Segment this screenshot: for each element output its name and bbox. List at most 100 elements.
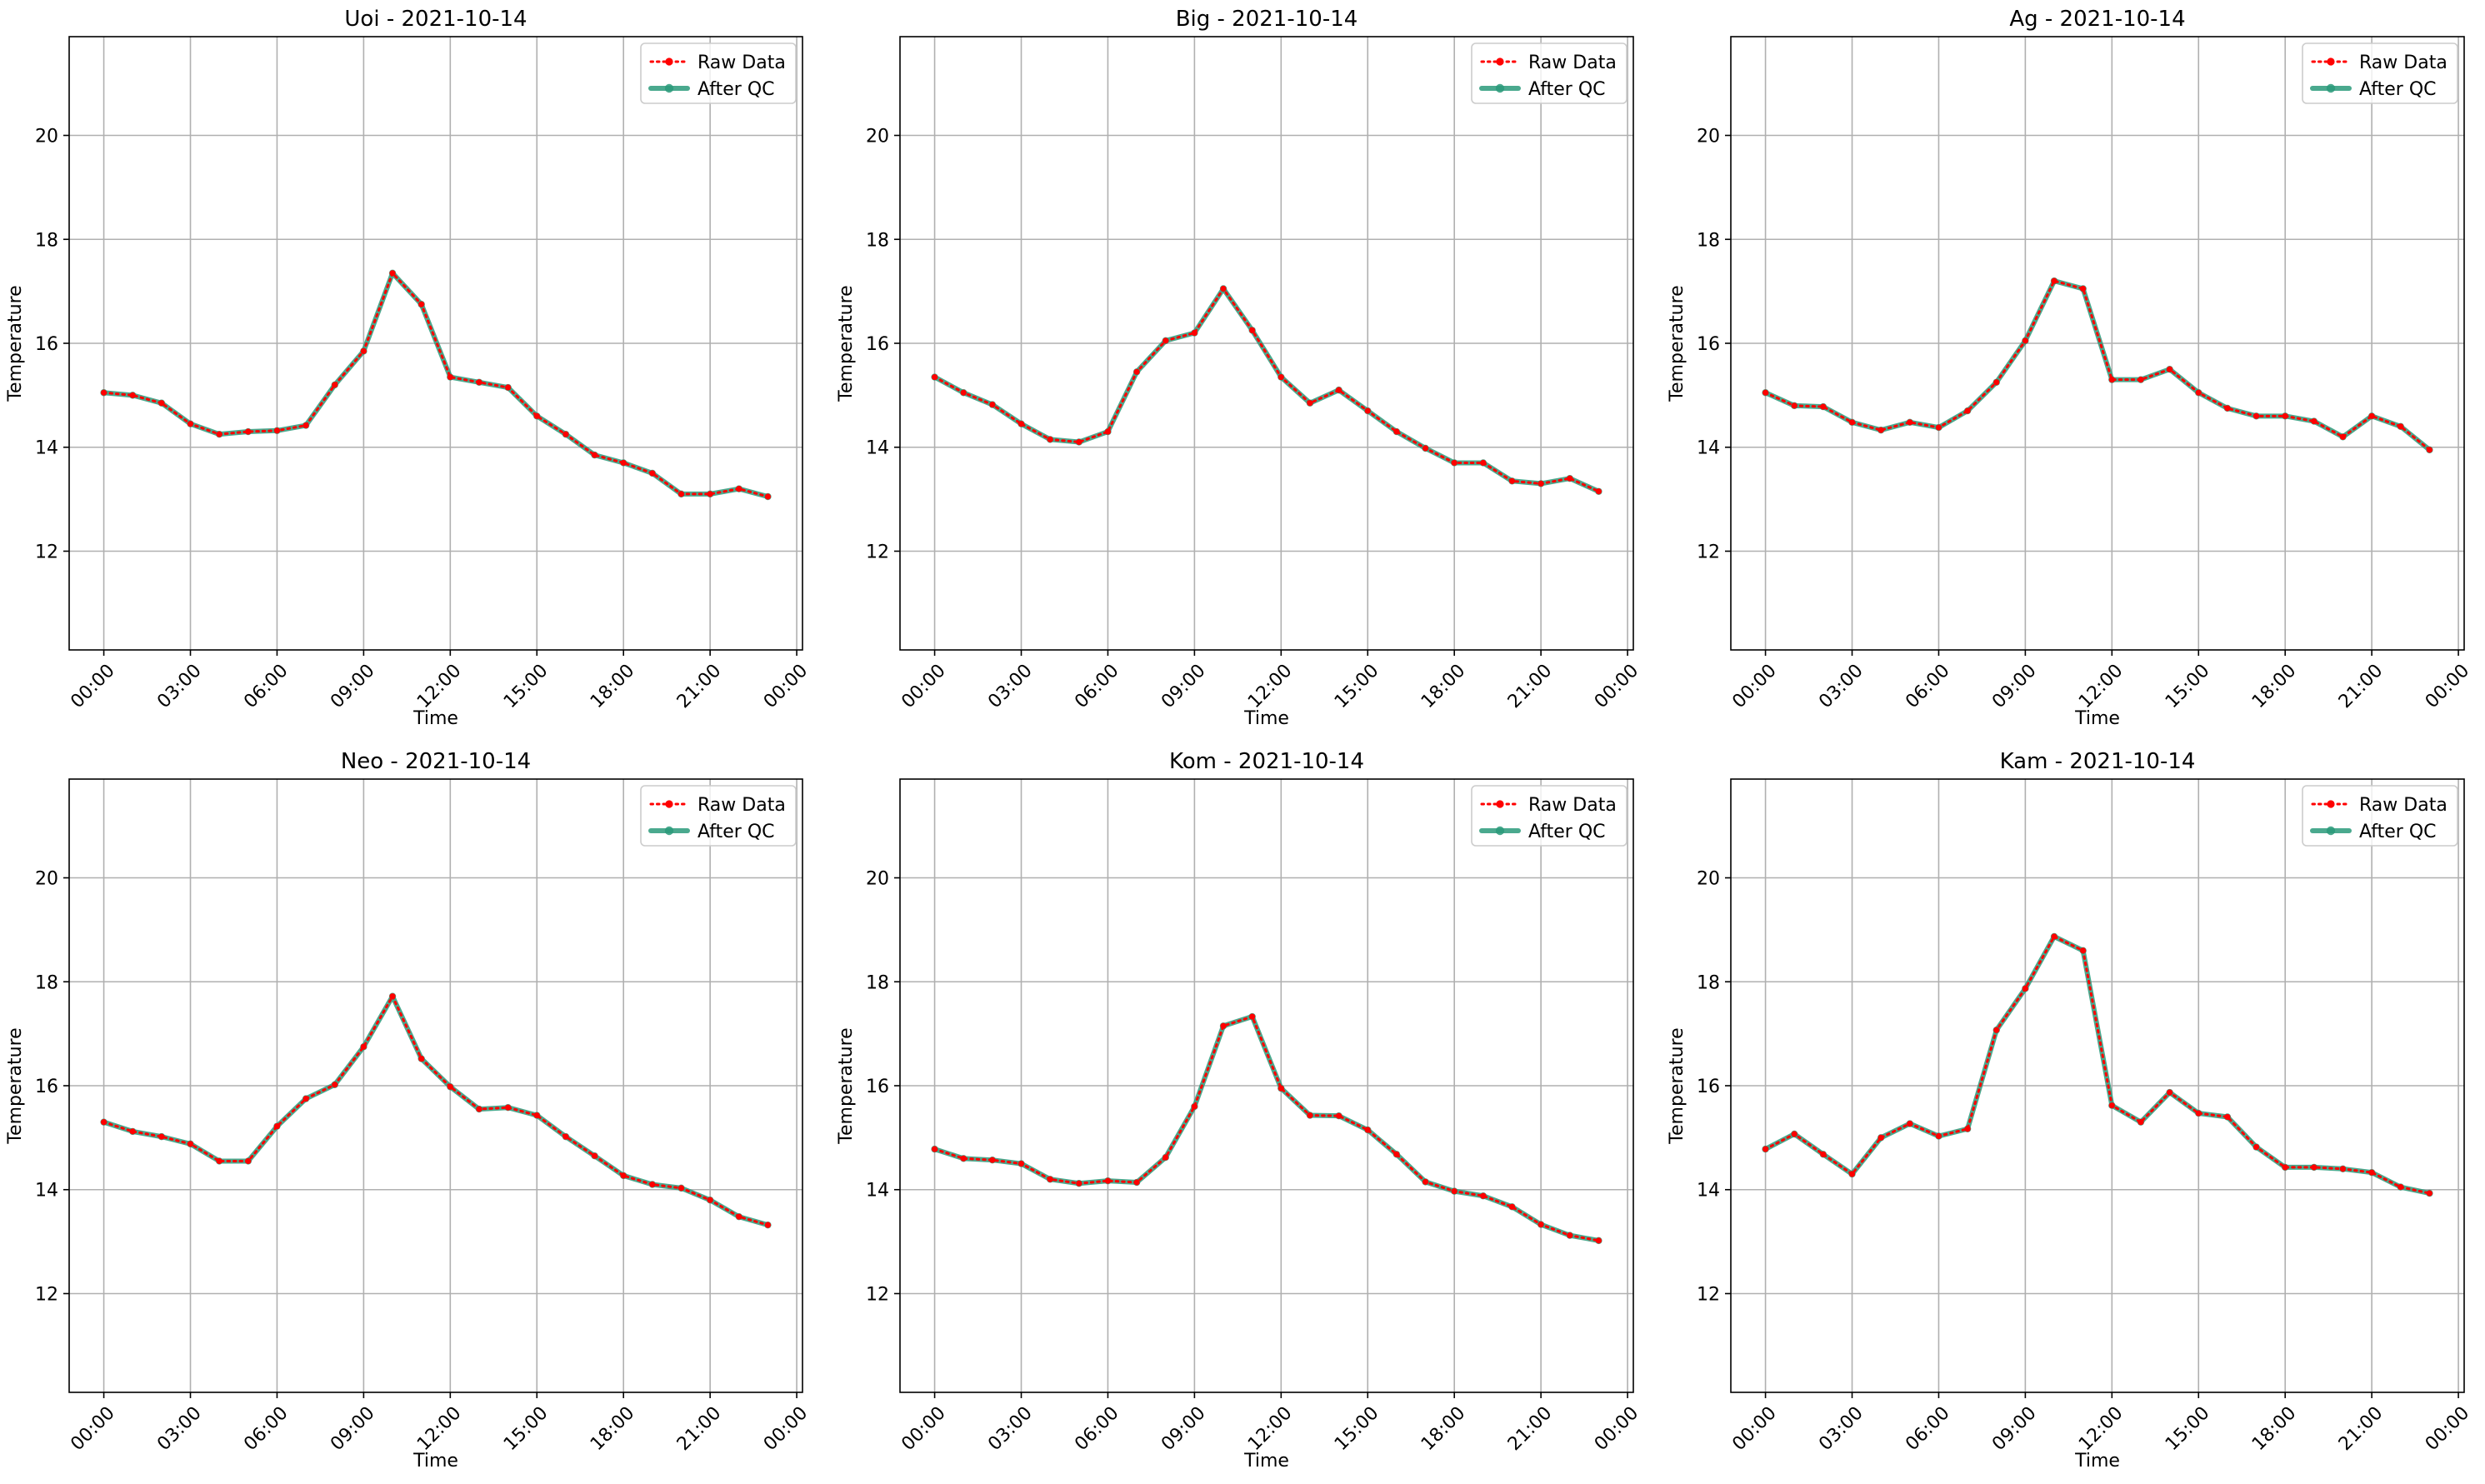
x-tick-label: 06:00 bbox=[240, 661, 292, 713]
legend-swatch-marker bbox=[1495, 83, 1505, 93]
x-tick-label: 09:00 bbox=[1988, 661, 2041, 713]
data-point bbox=[187, 1141, 194, 1147]
data-point bbox=[245, 1157, 252, 1165]
y-tick-label: 14 bbox=[1697, 1181, 1720, 1202]
data-point bbox=[2398, 1184, 2404, 1191]
data-point bbox=[533, 412, 540, 419]
data-point bbox=[505, 384, 512, 391]
data-point bbox=[1336, 1112, 1342, 1119]
data-point bbox=[418, 1055, 425, 1062]
data-point bbox=[1508, 1203, 1516, 1210]
data-point bbox=[360, 1043, 367, 1050]
series-line bbox=[933, 287, 1600, 493]
x-tick-label: 00:00 bbox=[1728, 1403, 1781, 1456]
data-point bbox=[620, 1172, 627, 1179]
data-point bbox=[736, 486, 742, 492]
data-point bbox=[2022, 985, 2028, 992]
data-point bbox=[1422, 445, 1429, 452]
x-tick-label: 06:00 bbox=[1071, 661, 1123, 713]
data-point bbox=[302, 1095, 309, 1102]
data-point bbox=[2195, 1110, 2202, 1117]
data-point bbox=[678, 1185, 685, 1192]
x-tick-label: 09:00 bbox=[327, 1403, 379, 1456]
y-tick-label: 20 bbox=[1697, 869, 1720, 890]
x-tick-label: 06:00 bbox=[240, 1403, 292, 1456]
data-point bbox=[2195, 389, 2202, 396]
data-point bbox=[1220, 1022, 1227, 1029]
data-point bbox=[1878, 427, 1884, 433]
data-point bbox=[989, 1157, 996, 1163]
legend-entry-label: Raw Data bbox=[698, 52, 786, 73]
data-point bbox=[1393, 1151, 1400, 1157]
legend: Raw Data After QC bbox=[640, 42, 797, 104]
data-point bbox=[2252, 1144, 2260, 1151]
y-tick-label: 18 bbox=[1697, 972, 1720, 993]
y-tick-label: 14 bbox=[866, 1181, 889, 1202]
data-point bbox=[2368, 412, 2375, 419]
data-point bbox=[1104, 1177, 1112, 1184]
x-axis-label: Time bbox=[1243, 1451, 1289, 1472]
y-tick-label: 14 bbox=[866, 438, 889, 459]
data-point bbox=[360, 347, 367, 354]
data-point bbox=[960, 1155, 967, 1162]
data-point bbox=[1364, 407, 1371, 414]
data-point bbox=[1307, 400, 1313, 407]
data-point bbox=[1249, 1013, 1256, 1020]
y-tick-label: 18 bbox=[866, 972, 889, 993]
x-tick-label: 06:00 bbox=[1071, 1403, 1123, 1456]
y-tick-label: 20 bbox=[35, 127, 58, 147]
data-point bbox=[1935, 1132, 1942, 1140]
data-point bbox=[1848, 1171, 1856, 1177]
series-line bbox=[932, 286, 1602, 494]
y-tick-label: 18 bbox=[866, 230, 889, 251]
legend-swatch-marker bbox=[2326, 83, 2336, 93]
data-point bbox=[332, 1082, 338, 1088]
y-tick-label: 20 bbox=[866, 127, 889, 147]
y-axis-label: Temperature bbox=[836, 285, 857, 402]
x-tick-label: 03:00 bbox=[153, 661, 206, 713]
x-axis-label: Time bbox=[2074, 1451, 2120, 1472]
x-tick-label: 09:00 bbox=[1988, 1403, 2041, 1456]
y-tick-label: 14 bbox=[35, 438, 58, 459]
y-axis-label: Temperature bbox=[1667, 1027, 1688, 1144]
data-point bbox=[1393, 428, 1400, 435]
data-point bbox=[1848, 419, 1856, 426]
x-tick-label: 15:00 bbox=[1331, 661, 1383, 713]
data-point bbox=[1336, 387, 1342, 393]
legend-swatch-marker bbox=[665, 57, 673, 66]
data-point bbox=[1249, 327, 1256, 334]
legend-entry-label: After QC bbox=[698, 79, 775, 100]
x-tick-label: 12:00 bbox=[1244, 661, 1297, 713]
series-line bbox=[1764, 935, 2431, 1195]
data-point bbox=[245, 428, 252, 435]
data-point bbox=[1762, 1146, 1769, 1152]
legend-swatch-marker bbox=[2326, 826, 2336, 836]
data-point bbox=[1964, 407, 1971, 414]
x-tick-label: 00:00 bbox=[898, 661, 950, 713]
data-point bbox=[2108, 1102, 2115, 1109]
legend-entry-label: After QC bbox=[698, 822, 775, 842]
y-tick-label: 20 bbox=[35, 869, 58, 890]
data-point bbox=[1220, 285, 1227, 292]
legend-entry-label: After QC bbox=[1528, 79, 1606, 100]
data-point bbox=[649, 1181, 656, 1188]
data-point bbox=[1162, 337, 1169, 344]
data-point bbox=[1820, 403, 1827, 410]
data-point bbox=[447, 1083, 453, 1090]
data-point bbox=[476, 379, 482, 386]
y-tick-label: 16 bbox=[866, 334, 889, 355]
subplot-panel: 00:00 03:00 06:00 09:00 12:00 15:00 18:00 21:00… bbox=[5, 749, 812, 1472]
data-point bbox=[2022, 337, 2028, 344]
y-tick-label: 18 bbox=[35, 972, 58, 993]
x-tick-label: 18:00 bbox=[2248, 661, 2301, 713]
data-point bbox=[158, 400, 165, 407]
y-tick-label: 12 bbox=[1697, 1284, 1720, 1305]
x-tick-label: 18:00 bbox=[587, 1403, 639, 1456]
data-point bbox=[273, 1123, 281, 1130]
data-point bbox=[1964, 1126, 1971, 1132]
data-point bbox=[1133, 1179, 1140, 1186]
data-point bbox=[2051, 277, 2058, 284]
subplot-panel: 00:00 03:00 06:00 09:00 12:00 15:00 18:00 21:00… bbox=[5, 7, 812, 729]
legend-swatch-marker bbox=[2327, 57, 2335, 66]
x-tick-label: 12:00 bbox=[2075, 1403, 2128, 1456]
